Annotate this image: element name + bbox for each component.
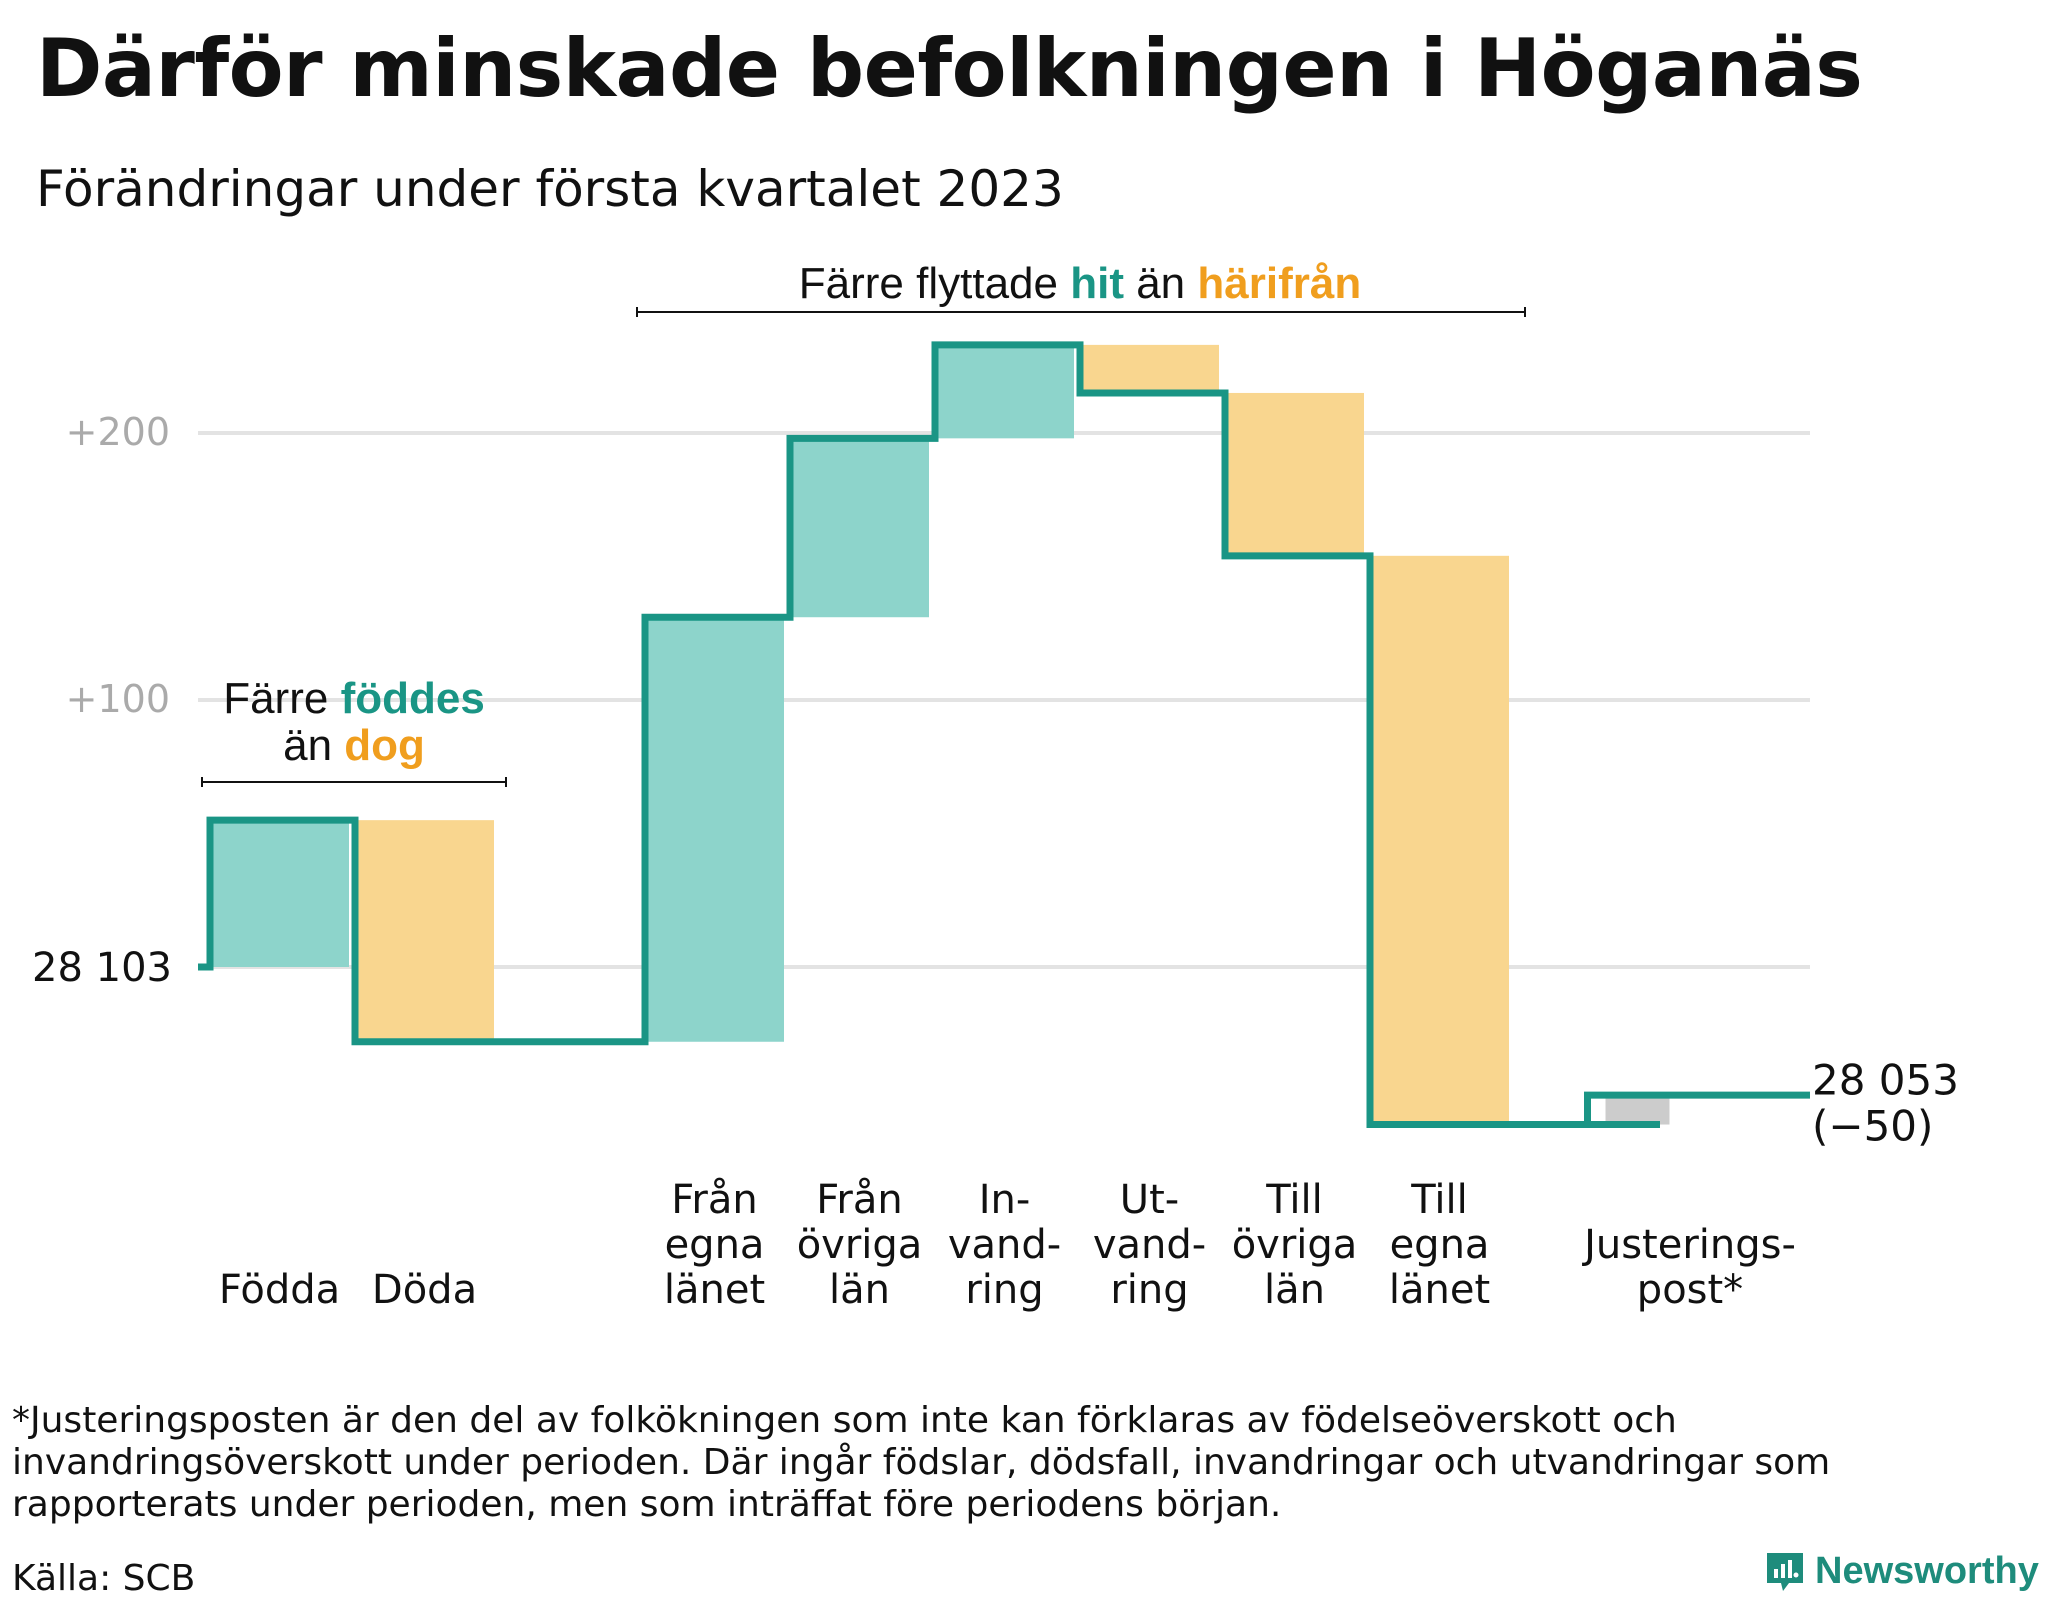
category-label: Döda xyxy=(372,1267,477,1313)
category-label: Till övriga län xyxy=(1232,1177,1358,1313)
category-label: Födda xyxy=(219,1267,340,1313)
waterfall-chart: +200 +100 28 103 Födda Döda Från egna länet Från… xyxy=(32,259,1959,1313)
bar-adjustment xyxy=(1605,1095,1670,1125)
source-note: Källa: SCB xyxy=(12,1558,196,1599)
moves-annotation: Färre flyttade hit än härifrån xyxy=(799,259,1361,308)
newsworthy-logo: Newsworthy xyxy=(1765,1550,2039,1593)
chart-title: Därför minskade befolkningen i Höganäs xyxy=(36,22,1863,115)
category-label: Från övriga län xyxy=(797,1177,923,1313)
moves-bracket xyxy=(636,307,1526,317)
bar-increase xyxy=(210,820,349,967)
cumulative-line xyxy=(198,341,1810,1129)
bar-decrease xyxy=(1370,555,1509,1125)
category-label: Ut-vand-ring xyxy=(1093,1177,1206,1313)
y-tick-label: +200 xyxy=(66,410,170,454)
births-bracket xyxy=(201,777,507,787)
chart-subtitle: Förändringar under första kvartalet 2023 xyxy=(36,160,1064,218)
category-label: Från egna länet xyxy=(664,1177,765,1313)
brand-name: Newsworthy xyxy=(1815,1550,2039,1592)
bar-decrease xyxy=(355,820,494,1042)
start-value-label: 28 103 xyxy=(32,945,172,991)
births-annotation-line2: än dog xyxy=(283,721,425,770)
bar-decrease xyxy=(1225,392,1364,556)
footnote: *Justeringsposten är den del av folkökni… xyxy=(12,1400,1831,1525)
category-label: In-vand-ring xyxy=(948,1177,1061,1313)
newsworthy-logo-icon xyxy=(1767,1552,1803,1591)
y-tick-label: +100 xyxy=(66,677,170,721)
category-label: Till egna länet xyxy=(1389,1177,1490,1313)
bar-increase xyxy=(790,438,929,618)
end-change-label: (−50) xyxy=(1812,1102,1933,1151)
bar-decrease xyxy=(1080,344,1219,393)
category-label: Justerings-post* xyxy=(1581,1222,1796,1313)
births-annotation-line1: Färre föddes xyxy=(223,674,485,723)
end-value-label: 28 053 xyxy=(1812,1056,1959,1105)
bar-increase xyxy=(935,344,1074,439)
bar-increase xyxy=(645,617,784,1042)
